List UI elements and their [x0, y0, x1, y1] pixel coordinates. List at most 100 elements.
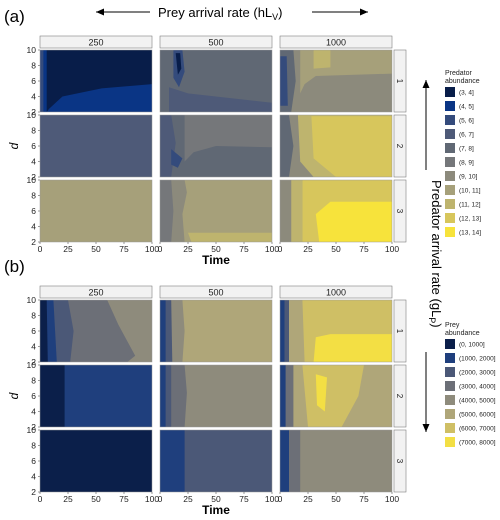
contour-band: [311, 116, 392, 177]
heatmap-cell: [159, 429, 273, 493]
x-tick-label: 50: [211, 244, 221, 254]
contour-band: [188, 232, 272, 242]
panel-border: [279, 114, 393, 178]
legend-label: (5, 6]: [459, 118, 474, 125]
contour-band: [46, 50, 152, 112]
heatmap-cell: [279, 429, 393, 493]
panel-fill: [160, 180, 272, 242]
top-axis-title-text: Prey arrival rate (hLV): [158, 5, 283, 22]
row-strip: [393, 299, 407, 363]
heatmap-cell: [39, 179, 153, 243]
right-arrow-head-icon: [360, 8, 368, 16]
contour-band: [40, 365, 152, 427]
x-tick-label: 50: [211, 494, 221, 504]
legend-swatch: [445, 353, 455, 363]
x-tick-label: 75: [359, 244, 369, 254]
y-tick-label: 2: [31, 237, 36, 247]
legend-label: (11, 12]: [459, 202, 481, 209]
legend-label: (7, 8]: [459, 146, 474, 153]
panel-border: [279, 49, 393, 113]
row-strip-label: 3: [395, 459, 404, 464]
contour-band: [40, 365, 65, 427]
legend-title: abundance: [445, 330, 480, 337]
column-strip-label: 500: [208, 288, 223, 298]
y-tick-label: 10: [27, 295, 37, 305]
legend-swatch: [445, 367, 455, 377]
x-tick-label: 75: [119, 494, 129, 504]
x-tick-label: 50: [331, 244, 341, 254]
row-strip: [393, 179, 407, 243]
y-tick-label: 6: [31, 456, 36, 466]
contour-band: [160, 365, 166, 427]
row-strip: [393, 429, 407, 493]
x-tick-label: 75: [359, 494, 369, 504]
y-tick-label: 10: [27, 360, 37, 370]
panel-fill: [280, 300, 392, 362]
panel-border: [39, 364, 153, 428]
x-axis-title: Time: [202, 253, 230, 267]
x-tick-label: 50: [331, 494, 341, 504]
panel-fill: [160, 365, 272, 427]
legend-label: (1000, 2000]: [459, 356, 496, 363]
legend-label: (4000, 5000]: [459, 398, 496, 405]
y-tick-label: 10: [27, 425, 37, 435]
y-tick-label: 4: [31, 342, 36, 352]
x-tick-label: 50: [91, 244, 101, 254]
x-tick-label: 100: [265, 244, 279, 254]
contour-band: [280, 300, 285, 362]
contour-band: [160, 430, 272, 492]
y-axis-title: d: [7, 392, 21, 399]
heatmap-cell: [279, 364, 393, 428]
legend-label: (6, 7]: [459, 132, 474, 139]
legend-title: abundance: [445, 78, 480, 85]
legend-label: (5000, 6000]: [459, 412, 496, 419]
y-tick-label: 10: [27, 175, 37, 185]
legend-label: (9, 10]: [459, 174, 478, 181]
x-tick-label: 0: [38, 494, 43, 504]
legend-swatch: [445, 227, 455, 237]
panel-fill: [160, 430, 272, 492]
column-strip-label: 250: [88, 38, 103, 48]
panel-fill: [280, 180, 392, 242]
contour-band: [160, 180, 174, 242]
panel-fill: [40, 115, 152, 177]
panel-fill: [280, 115, 392, 177]
y-tick-label: 4: [31, 407, 36, 417]
row-strip: [393, 49, 407, 113]
contour-band: [160, 300, 272, 362]
panel-border: [279, 364, 393, 428]
heatmap-cell: [39, 299, 153, 363]
panel-fill: [40, 50, 152, 112]
heatmap-cell: [279, 114, 393, 178]
contour-band: [280, 56, 288, 106]
contour-band: [184, 115, 272, 162]
y-tick-label: 2: [31, 487, 36, 497]
contour-band: [315, 374, 327, 412]
panel-fill: [160, 115, 272, 177]
legend-swatch: [445, 423, 455, 433]
legend-swatch: [445, 143, 455, 153]
y-tick-label: 2: [31, 172, 36, 182]
x-tick-label: 25: [183, 494, 193, 504]
legend-swatch: [445, 199, 455, 209]
x-tick-label: 0: [278, 244, 283, 254]
panel-border: [159, 49, 273, 113]
legend-label: (0, 1000]: [459, 342, 485, 349]
y-tick-label: 6: [31, 326, 36, 336]
x-tick-label: 100: [385, 494, 399, 504]
legend-swatch: [445, 409, 455, 419]
contour-band: [291, 180, 303, 242]
left-arrow-head-icon: [96, 8, 104, 16]
legend-swatch: [445, 381, 455, 391]
contour-band: [313, 334, 392, 362]
legend-label: (3000, 4000]: [459, 384, 496, 391]
legend-swatch: [445, 185, 455, 195]
x-tick-label: 0: [158, 244, 163, 254]
column-strip: [39, 285, 153, 299]
x-tick-label: 25: [63, 494, 73, 504]
legend-swatch: [445, 395, 455, 405]
contour-band: [40, 180, 152, 242]
panel-fill: [40, 180, 152, 242]
column-strip-label: 1000: [326, 38, 346, 48]
row-strip: [393, 364, 407, 428]
